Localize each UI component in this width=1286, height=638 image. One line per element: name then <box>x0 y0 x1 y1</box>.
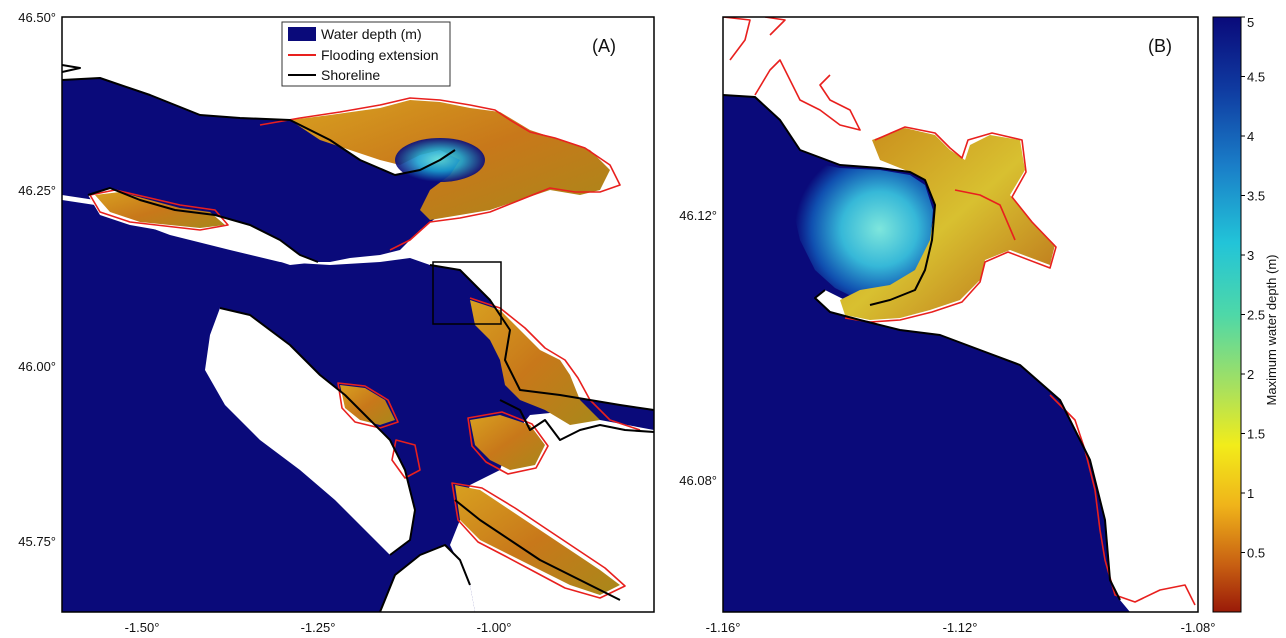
panel-b-label: (B) <box>1148 36 1172 56</box>
panel-b-map <box>723 17 1198 612</box>
flood-outlines-a <box>89 97 641 599</box>
flood-area-south <box>455 485 620 595</box>
lon-tick-b-2: -1.08° <box>1181 620 1216 635</box>
flood-area-oleron-east <box>340 385 395 425</box>
bay-b <box>792 160 933 298</box>
colorbar-tick-label: 4.5 <box>1247 70 1265 85</box>
flood-area-re <box>95 192 225 228</box>
lat-tick-a-2: 46.00° <box>18 359 56 374</box>
lon-tick-b-1: -1.12° <box>943 620 978 635</box>
lat-tick-a-0: 46.50° <box>18 10 56 25</box>
legend-label-water: Water depth (m) <box>321 26 422 42</box>
lon-tick-a-2: -1.00° <box>477 620 512 635</box>
panel-a-lon-ticks: -1.50° -1.25° -1.00° <box>125 620 512 635</box>
lat-tick-a-3: 45.75° <box>18 534 56 549</box>
colorbar-title: Maximum water depth (m) <box>1264 255 1279 406</box>
flood-area-north <box>290 100 610 220</box>
zoom-box <box>432 261 502 325</box>
ile-d-oleron <box>205 308 415 555</box>
colorbar-tick-label: 5 <box>1247 15 1254 30</box>
colorbar-tick-label: 1.5 <box>1247 427 1265 442</box>
panel-a-label: (A) <box>592 36 616 56</box>
panel-b-lat-ticks: 46.12° 46.08° <box>679 208 717 488</box>
lat-tick-a-1: 46.25° <box>18 183 56 198</box>
colorbar: 5 4.5 4 3.5 3 2.5 2 1.5 1 0.5 Maximum water depth… <box>1212 15 1279 613</box>
panel-b-frame <box>722 16 1199 613</box>
legend-label-flooding: Flooding extension <box>321 47 439 63</box>
panel-a-lat-ticks: 46.50° 46.25° 46.00° 45.75° <box>18 10 56 549</box>
colorbar-gradient <box>1212 16 1242 613</box>
shorelines-b <box>723 94 1121 601</box>
shorelines-a <box>62 64 654 612</box>
lon-tick-a-1: -1.25° <box>301 620 336 635</box>
colorbar-tick-label: 3 <box>1247 248 1254 263</box>
flood-area-estuary <box>470 415 545 470</box>
lat-tick-b-0: 46.12° <box>679 208 717 223</box>
colorbar-ticks: 5 4.5 4 3.5 3 2.5 2 1.5 1 0.5 <box>1241 15 1265 561</box>
panel-b-lon-ticks: -1.16° -1.12° -1.08° <box>706 620 1216 635</box>
colorbar-tick-label: 4 <box>1247 129 1254 144</box>
panel-a-frame <box>61 16 655 613</box>
flood-area-east <box>470 300 600 425</box>
colorbar-tick-label: 2.5 <box>1247 308 1265 323</box>
legend-swatch-water <box>288 27 316 41</box>
legend: Water depth (m) Flooding extension Shore… <box>281 21 451 87</box>
flood-outlines-b <box>723 17 1196 606</box>
colorbar-tick-label: 1 <box>1247 486 1254 501</box>
lon-tick-a-0: -1.50° <box>125 620 160 635</box>
colorbar-tick-label: 3.5 <box>1247 189 1265 204</box>
mainland-south <box>380 545 475 612</box>
panel-a-map <box>62 17 654 612</box>
lon-tick-b-0: -1.16° <box>706 620 741 635</box>
flood-area-b <box>840 128 1055 320</box>
lat-tick-b-1: 46.08° <box>679 473 717 488</box>
legend-label-shoreline: Shoreline <box>321 67 380 83</box>
colorbar-tick-label: 0.5 <box>1247 546 1265 561</box>
colorbar-tick-label: 2 <box>1247 367 1254 382</box>
